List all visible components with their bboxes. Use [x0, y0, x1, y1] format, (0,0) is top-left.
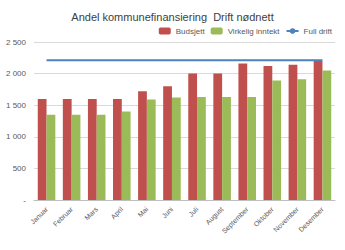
svg-text:Juni: Juni [160, 205, 174, 219]
svg-text:November: November [272, 205, 300, 233]
svg-text:2 500: 2 500 [6, 38, 27, 47]
svg-text:Desember: Desember [297, 205, 325, 233]
svg-text:500: 500 [13, 164, 27, 173]
svg-text:1 000: 1 000 [6, 132, 27, 141]
svg-text:-: - [23, 196, 26, 205]
svg-text:Februar: Februar [52, 205, 75, 228]
svg-text:1 500: 1 500 [6, 101, 27, 110]
svg-text:Mai: Mai [136, 205, 149, 218]
svg-text:Mars: Mars [83, 205, 99, 221]
svg-text:April: April [109, 205, 125, 221]
svg-text:August: August [204, 205, 225, 226]
svg-text:Andel kommunefinansiering Dri: Andel kommunefinansiering Drift nødnett [71, 11, 273, 23]
svg-text:Juli: Juli [187, 205, 200, 218]
svg-text:Full drift: Full drift [304, 27, 333, 36]
svg-text:Virkelig inntekt: Virkelig inntekt [228, 27, 281, 36]
svg-text:Januar: Januar [29, 205, 50, 226]
svg-text:Oktober: Oktober [252, 205, 275, 228]
svg-text:2 000: 2 000 [6, 69, 27, 78]
svg-text:September: September [221, 205, 251, 235]
svg-text:Budsjett: Budsjett [176, 27, 206, 36]
